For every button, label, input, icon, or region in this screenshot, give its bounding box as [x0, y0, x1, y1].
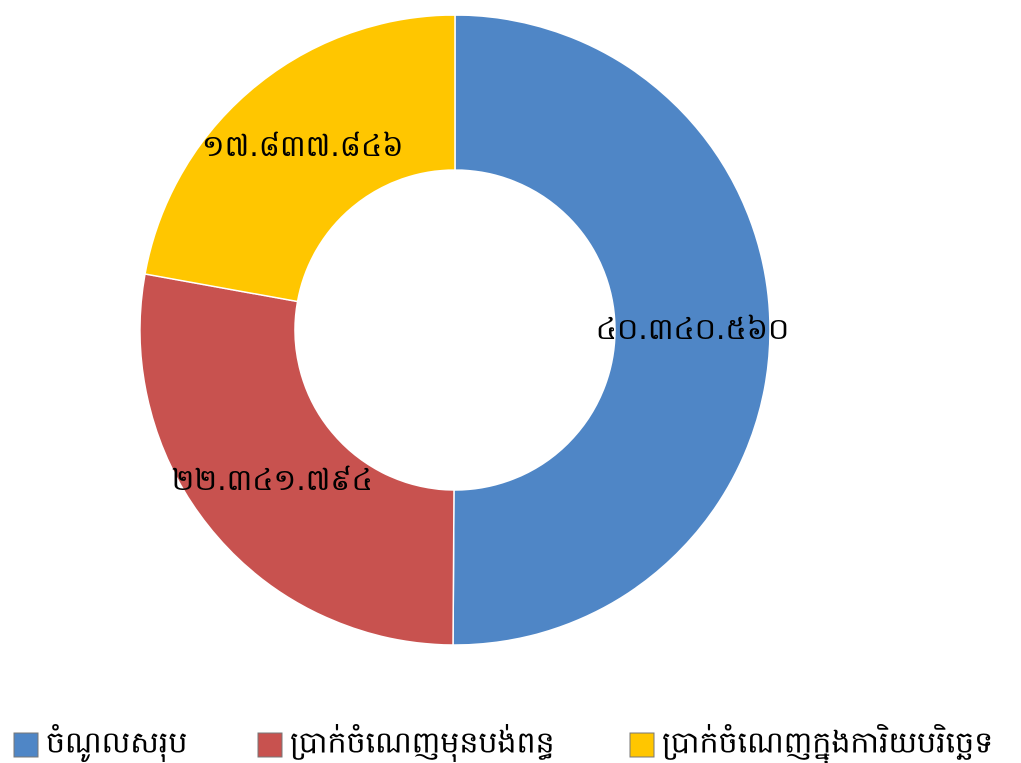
legend-swatch: [629, 732, 655, 758]
value-label: ៤០.៣៤០.៥៦០: [596, 312, 789, 347]
slice: [452, 14, 771, 646]
legend-swatch: [257, 732, 283, 758]
slices: [139, 14, 771, 646]
value-label: ២២.៣៤១.៧៩៤: [172, 463, 373, 498]
value-label: ១៧.៨៣៧.៨៤៦: [202, 129, 404, 164]
slice: [144, 14, 456, 303]
legend-label: ប្រាក់ចំណេញមុនបង់ពន្ធ: [290, 724, 555, 763]
legend-swatch: [13, 732, 39, 758]
legend-label: ប្រាក់ចំណេញក្នុងការិយបរិច្ឆេទ: [662, 724, 993, 763]
legend-label: ចំណូលសរុប: [46, 724, 187, 763]
slice: [139, 273, 455, 646]
legend: ចំណូលសរុប ប្រាក់ចំណេញមុនបង់ពន្ធ ប្រាក់ចំណេ…: [13, 724, 993, 763]
